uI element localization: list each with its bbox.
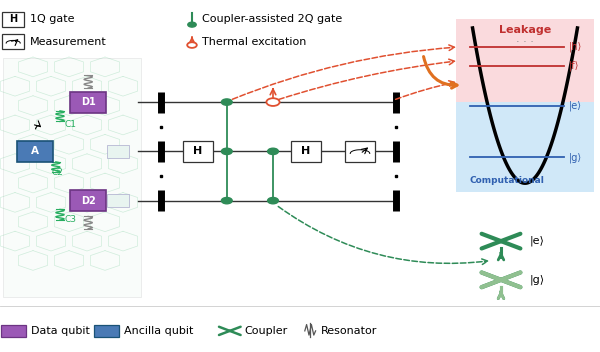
Text: H: H [9,14,17,24]
Text: C2: C2 [51,168,63,177]
Text: Ancilla qubit: Ancilla qubit [124,326,194,336]
Text: · · ·: · · · [516,37,534,47]
Text: Leakage: Leakage [499,25,551,34]
Text: Coupler: Coupler [245,326,288,336]
Text: |e⟩: |e⟩ [569,100,582,111]
FancyBboxPatch shape [2,34,24,49]
Bar [107,194,129,207]
FancyBboxPatch shape [94,325,119,337]
Text: Thermal excitation: Thermal excitation [202,37,307,46]
Text: Coupler-assisted 2Q gate: Coupler-assisted 2Q gate [202,14,343,24]
FancyBboxPatch shape [70,190,106,211]
Bar [456,102,594,192]
Circle shape [268,197,278,204]
Circle shape [221,99,232,105]
Text: Measurement: Measurement [30,37,107,46]
Text: 1Q gate: 1Q gate [30,14,74,24]
Text: C3: C3 [64,215,76,225]
Text: D2: D2 [81,196,95,206]
Bar [107,145,129,158]
Bar [456,19,594,102]
Text: A: A [31,146,39,156]
Circle shape [221,148,232,155]
Text: |g⟩: |g⟩ [569,152,582,163]
Text: C1: C1 [64,120,76,130]
Text: H: H [193,146,203,156]
FancyBboxPatch shape [17,141,53,162]
FancyBboxPatch shape [291,141,321,162]
Circle shape [221,197,232,204]
Text: Resonator: Resonator [321,326,377,336]
Text: |f⟩: |f⟩ [569,61,580,71]
Text: Data qubit: Data qubit [31,326,90,336]
Text: |h⟩: |h⟩ [569,42,583,52]
Text: H: H [301,146,311,156]
FancyBboxPatch shape [70,92,106,113]
Circle shape [266,98,280,106]
FancyBboxPatch shape [1,325,26,337]
Text: Computational: Computational [470,176,545,185]
Text: |e⟩: |e⟩ [530,236,545,246]
FancyBboxPatch shape [345,141,375,162]
Circle shape [268,148,278,155]
Circle shape [187,42,197,48]
FancyBboxPatch shape [183,141,213,162]
Text: |g⟩: |g⟩ [530,275,545,285]
Circle shape [188,22,196,27]
FancyBboxPatch shape [2,12,24,27]
Text: D1: D1 [81,97,95,107]
Bar [3,58,141,297]
